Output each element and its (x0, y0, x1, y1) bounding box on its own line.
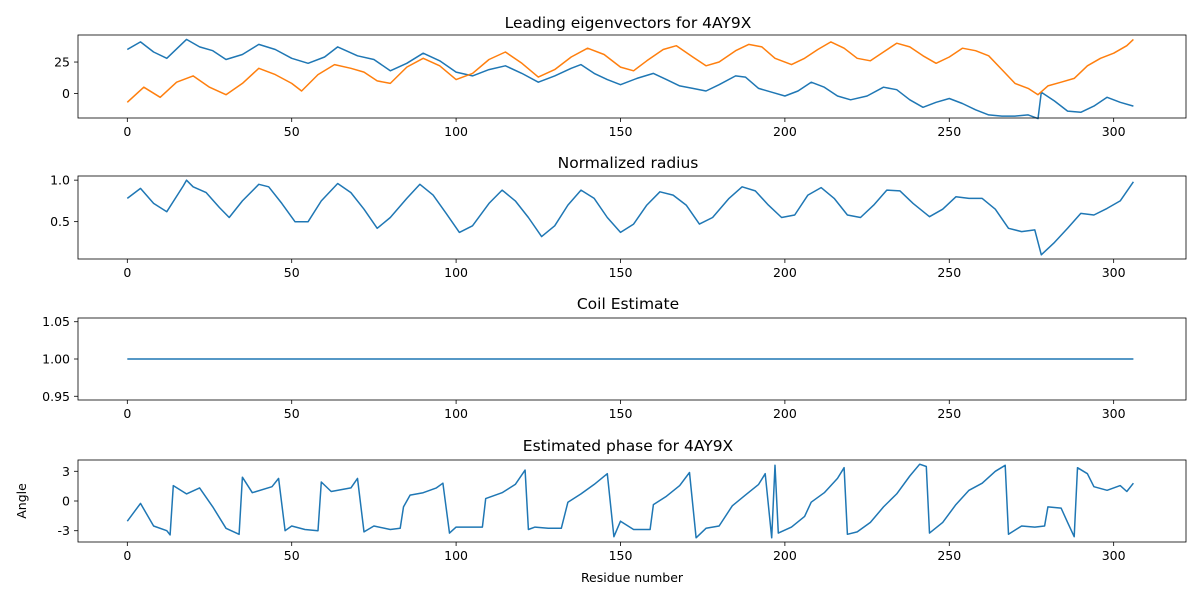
subplot-eigenvectors: Leading eigenvectors for 4AY9X 0 50 100 150… (54, 14, 1187, 139)
x-tick-label: 150 (609, 548, 633, 563)
y-tick-label: 0.95 (42, 389, 70, 404)
x-axis-label: Residue number (581, 570, 684, 585)
x-tick-label: 300 (1102, 548, 1126, 563)
subplot-title: Leading eigenvectors for 4AY9X (505, 14, 752, 32)
axes-frame (77, 34, 1187, 119)
x-tick-label: 150 (609, 265, 633, 280)
x-tick-label: 250 (937, 406, 961, 421)
x-tick-label: 250 (937, 548, 961, 563)
x-tick-label: 100 (444, 548, 468, 563)
series-line-2 (126, 38, 1134, 103)
y-tick-label: 0 (62, 86, 70, 101)
x-tick-label: 300 (1102, 124, 1126, 139)
y-tick-label: 0 (62, 494, 70, 509)
x-tick-label: 300 (1102, 406, 1126, 421)
x-tick-label: 50 (284, 406, 300, 421)
axes-frame (77, 175, 1187, 260)
x-tick-label: 200 (773, 124, 797, 139)
y-tick-label: 3 (62, 464, 70, 479)
y-tick-label: 25 (54, 55, 70, 70)
y-tick-label: 1.0 (50, 173, 70, 188)
y-tick-label: 0.5 (50, 214, 70, 229)
x-tick-label: 0 (123, 548, 131, 563)
series-line-1 (126, 179, 1135, 256)
y-tick-label: 1.00 (42, 352, 70, 367)
series-line-1 (126, 463, 1134, 539)
axes-frame (77, 459, 1187, 543)
subplot-title: Coil Estimate (577, 295, 679, 313)
series-line-1 (126, 38, 1134, 120)
x-tick-label: 0 (123, 265, 131, 280)
x-tick-label: 200 (773, 265, 797, 280)
x-tick-label: 100 (444, 265, 468, 280)
x-tick-label: 150 (609, 406, 633, 421)
x-tick-label: 50 (284, 548, 300, 563)
x-tick-label: 250 (937, 265, 961, 280)
subplot-radius: Normalized radius 0 50 100 150 200 250 300 0.5 1… (50, 154, 1187, 280)
x-tick-label: 0 (123, 124, 131, 139)
x-tick-label: 150 (609, 124, 633, 139)
y-axis-label: Angle (14, 483, 29, 519)
x-tick-label: 300 (1102, 265, 1126, 280)
y-tick-label: -3 (58, 523, 70, 538)
x-tick-label: 50 (284, 265, 300, 280)
x-tick-label: 50 (284, 124, 300, 139)
subplot-phase: Estimated phase for 4AY9X Residue number… (14, 437, 1187, 585)
x-tick-label: 200 (773, 548, 797, 563)
subplot-title: Estimated phase for 4AY9X (523, 437, 734, 455)
subplot-title: Normalized radius (558, 154, 699, 172)
subplot-coil: Coil Estimate 0 50 100 150 200 250 300 0.95 1.00… (42, 295, 1187, 421)
x-tick-label: 100 (444, 124, 468, 139)
x-tick-label: 200 (773, 406, 797, 421)
y-tick-label: 1.05 (42, 314, 70, 329)
x-tick-label: 250 (937, 124, 961, 139)
x-tick-label: 100 (444, 406, 468, 421)
x-tick-label: 0 (123, 406, 131, 421)
